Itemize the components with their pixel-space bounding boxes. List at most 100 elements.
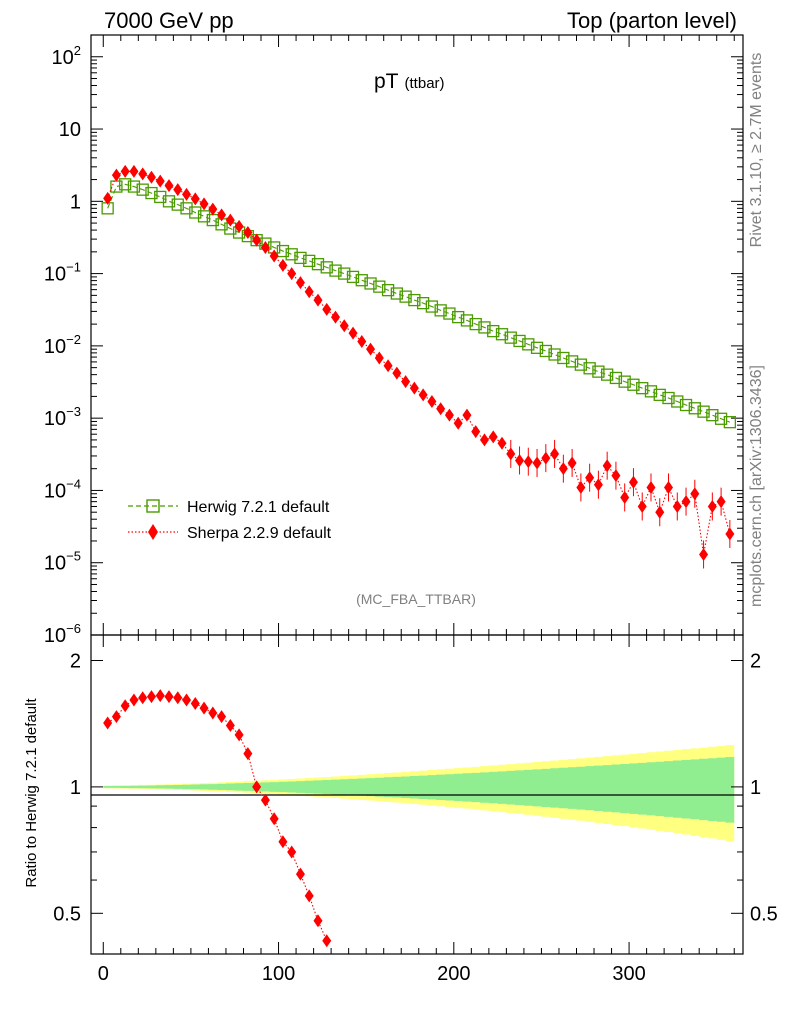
sherpa-point: [138, 167, 148, 181]
main-ticks: [91, 34, 743, 636]
herwig-point: [706, 409, 719, 422]
sherpa-point: [646, 480, 656, 494]
herwig-point: [381, 284, 395, 297]
sherpa-point: [418, 388, 428, 402]
main-ytick-label: 10−3: [44, 404, 81, 430]
herwig-point: [285, 248, 298, 261]
sherpa-point: [357, 334, 367, 348]
ratio-ytick-label-right: 1: [750, 777, 761, 799]
tick-exponent: 2: [74, 43, 81, 58]
plot-title-main: pT: [374, 70, 399, 93]
ratio-sherpa-point: [146, 690, 156, 704]
herwig-point: [136, 183, 149, 196]
herwig-point: [557, 351, 570, 365]
sherpa-point: [593, 478, 603, 492]
herwig-point: [189, 206, 202, 219]
ratio-ytick-label-right: 2: [750, 650, 761, 672]
sherpa-point: [295, 276, 305, 290]
sherpa-point: [348, 326, 358, 340]
sherpa-point: [278, 258, 288, 272]
herwig-point: [697, 405, 710, 418]
herwig-point: [338, 267, 351, 280]
ratio-uncertainty-bands: [103, 745, 735, 842]
sherpa-point: [129, 164, 139, 178]
ratio-sherpa-point: [155, 689, 165, 703]
herwig-point: [548, 348, 561, 361]
ratio-frame: [90, 634, 744, 955]
tick-base: 10: [44, 625, 66, 647]
ratio-sherpa-point: [120, 699, 130, 713]
ratio-ytick-label-left: 1: [70, 777, 81, 799]
sherpa-point: [155, 174, 165, 188]
ratio-ytick-label-right: 0.5: [750, 903, 778, 925]
ratio-sherpa-point: [138, 691, 148, 705]
ratio-sherpa-point: [234, 728, 244, 742]
tick-base: 10: [44, 553, 66, 575]
sherpa-line: [107, 170, 731, 555]
herwig-point: [530, 341, 544, 354]
sherpa-point: [523, 455, 533, 469]
sherpa-point: [182, 187, 192, 201]
ratio-ytick-label-left: 0.5: [53, 903, 81, 925]
tick-exponent: −3: [66, 404, 81, 419]
ratio-sherpa-point: [199, 701, 209, 715]
ratio-sherpa-point: [295, 867, 305, 881]
sherpa-point: [681, 495, 691, 509]
ratio-green-band: [103, 757, 735, 823]
ratio-sherpa-point: [322, 934, 332, 948]
herwig-point: [644, 385, 658, 398]
ratio-sherpa-point: [287, 845, 297, 859]
sherpa-point: [374, 351, 384, 365]
sherpa-point: [532, 456, 542, 470]
sherpa-point: [409, 381, 419, 395]
ratio-sherpa-point: [304, 889, 314, 903]
herwig-point: [460, 314, 474, 327]
herwig-point: [434, 304, 447, 317]
sherpa-point: [243, 226, 253, 240]
main-frame: [90, 34, 744, 636]
x-tick-label: 200: [437, 963, 470, 985]
sherpa-point: [672, 499, 682, 513]
sherpa-point: [637, 499, 647, 513]
herwig-point: [487, 324, 500, 338]
herwig-point: [171, 198, 184, 211]
sherpa-point: [383, 359, 393, 373]
herwig-point: [452, 310, 465, 324]
tick-base: 10: [44, 480, 66, 502]
watermark: (MC_FBA_TTBAR): [356, 591, 476, 607]
sherpa-point: [488, 430, 498, 444]
legend-herwig-marker: [146, 499, 160, 513]
ratio-ytick-label-left: 2: [70, 650, 81, 672]
sherpa-point: [471, 425, 481, 439]
herwig-point: [495, 328, 509, 341]
rivet-label: Rivet 3.1.10, ≥ 2.7M events: [748, 53, 765, 248]
sherpa-point: [427, 395, 437, 409]
sherpa-point: [602, 459, 612, 473]
main-ytick-label: 10−2: [44, 332, 81, 358]
tick-exponent: −4: [66, 476, 81, 491]
herwig-point: [671, 395, 684, 408]
herwig-point: [162, 195, 176, 208]
herwig-point: [662, 391, 675, 405]
sherpa-point: [252, 233, 262, 247]
sherpa-point: [313, 293, 323, 307]
sherpa-point: [164, 179, 174, 193]
main-ytick-label: 10−1: [44, 260, 81, 286]
mcplots-label: mcplots.cern.ch [arXiv:1306.3436]: [748, 365, 765, 607]
ratio-ylabel: Ratio to Herwig 7.2.1 default: [23, 698, 40, 888]
ratio-sherpa-point: [164, 690, 174, 704]
sherpa-point: [103, 191, 113, 205]
sherpa-point: [444, 408, 454, 422]
herwig-point: [425, 300, 439, 313]
tick-exponent: −2: [66, 332, 81, 347]
ratio-panel: 2 2 1 1 0.5 0.5 0 100 200 300 Ratio to Herwig 7.…: [23, 634, 778, 985]
sherpa-point: [479, 433, 489, 447]
ratio-sherpa-point: [243, 747, 253, 761]
herwig-point: [346, 270, 360, 284]
tick-base: 10: [52, 47, 74, 69]
herwig-point: [408, 293, 421, 307]
herwig-point: [390, 287, 403, 300]
herwig-point: [688, 402, 701, 415]
ratio-sherpa-series: [103, 689, 332, 948]
